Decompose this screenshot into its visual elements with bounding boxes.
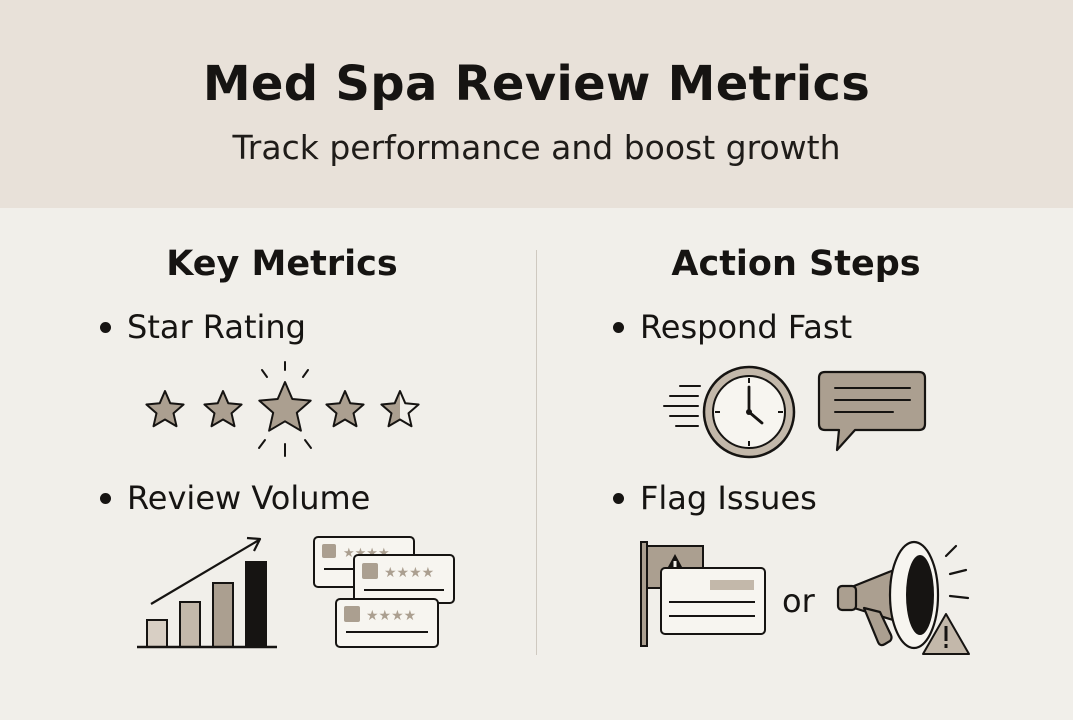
star-rating-icon <box>145 361 420 457</box>
fast-clock-icon <box>663 365 796 459</box>
warning-flag-icon <box>640 541 766 647</box>
chat-bubble-icon <box>817 370 927 452</box>
bullet-label: Star Rating <box>127 308 306 346</box>
bullet-dot <box>100 492 111 504</box>
bullet-flag-issues: Flag Issues <box>613 479 817 517</box>
page-subtitle: Track performance and boost growth <box>232 128 841 167</box>
header-banner: Med Spa Review Metrics Track performance… <box>0 0 1073 208</box>
bullet-respond-fast: Respond Fast <box>613 308 852 346</box>
megaphone-alert-icon <box>836 540 970 655</box>
bullet-label: Review Volume <box>127 479 371 517</box>
column-divider <box>536 250 537 655</box>
bullet-review-volume: Review Volume <box>100 479 370 517</box>
bullet-label: Flag Issues <box>640 479 817 517</box>
review-cards-icon: ★★★★ ★★★★ ★★★★ <box>313 536 455 648</box>
bullet-dot <box>100 321 111 333</box>
bar-chart-growth-icon <box>137 536 277 649</box>
bullet-dot <box>613 321 624 333</box>
svg-text:★★★★: ★★★★ <box>366 608 416 624</box>
svg-text:★★★★: ★★★★ <box>384 565 434 581</box>
or-connector: or <box>782 582 815 620</box>
action-steps-heading: Action Steps <box>671 244 921 284</box>
bullet-star-rating: Star Rating <box>100 308 306 346</box>
bullet-label: Respond Fast <box>640 308 853 346</box>
bullet-dot <box>613 492 624 504</box>
page-title: Med Spa Review Metrics <box>202 56 871 112</box>
key-metrics-heading: Key Metrics <box>166 244 398 284</box>
